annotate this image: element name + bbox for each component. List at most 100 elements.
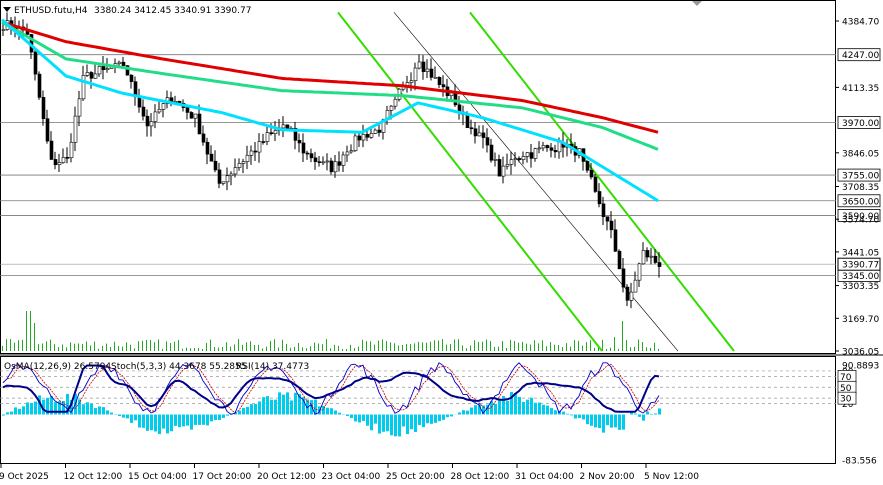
- price-axis: 4247.00 3970.00 3755.00 3650.00 3590.00 3345.…: [835, 18, 881, 358]
- osma-bar: [570, 414, 573, 416]
- volume-bar: [230, 346, 231, 351]
- volume-bar: [322, 344, 323, 351]
- volume-bar: [406, 344, 407, 351]
- candle-body: [89, 72, 94, 79]
- candle-body: [77, 98, 82, 117]
- candle-body: [605, 216, 610, 222]
- volume-bar: [106, 343, 107, 351]
- candle-body: [469, 127, 474, 130]
- volume-bar: [462, 345, 463, 351]
- volume-bar: [82, 343, 83, 351]
- moving-averages: [1, 18, 659, 203]
- candle-body: [49, 140, 54, 160]
- volume-bar: [570, 346, 571, 351]
- osma-bar: [106, 410, 109, 415]
- candle-body: [117, 61, 122, 64]
- volume-bar: [286, 343, 287, 351]
- volume-bar: [558, 345, 559, 351]
- candle-body: [129, 74, 134, 82]
- candle-body: [533, 148, 538, 159]
- volume-bar: [94, 341, 95, 351]
- osma-bar: [58, 401, 61, 415]
- osma-bar: [210, 414, 213, 422]
- osma-bar: [50, 396, 53, 415]
- volume-bar: [294, 346, 295, 351]
- volume-bar: [306, 348, 307, 351]
- candle-body: [73, 115, 78, 143]
- time-tick-label: 31 Oct 04:00: [515, 472, 574, 482]
- osma-bar: [494, 403, 497, 415]
- volume-bar: [634, 346, 635, 351]
- osma-bar: [2, 414, 5, 416]
- osma-bar: [350, 414, 353, 419]
- volume-bar: [418, 341, 419, 351]
- volume-bar: [486, 339, 487, 351]
- volume-bar: [358, 346, 359, 351]
- volume-bar: [2, 345, 3, 351]
- volume-bar: [362, 339, 363, 351]
- volume-bar: [62, 344, 63, 351]
- osma-bar: [290, 400, 293, 415]
- volume-bar: [518, 342, 519, 351]
- candle-body: [121, 61, 126, 66]
- osma-bar: [242, 407, 245, 415]
- volume-bar: [102, 346, 103, 351]
- level-box: [837, 168, 881, 182]
- volume-bar: [202, 348, 203, 351]
- volume-bar: [90, 345, 91, 351]
- osma-bar: [98, 406, 101, 415]
- osma-bar: [282, 394, 285, 415]
- osma-bar: [478, 403, 481, 415]
- osma-bar: [474, 405, 477, 415]
- volume-bar: [658, 348, 659, 351]
- symbol-arrow-icon[interactable]: [3, 7, 11, 12]
- osma-bar: [62, 401, 65, 415]
- candle-body: [333, 161, 338, 173]
- candle-body: [93, 73, 98, 79]
- rsi-line: [2, 364, 660, 413]
- volume-bar: [266, 346, 267, 351]
- osma-bar: [90, 403, 93, 415]
- osma-bar: [538, 402, 541, 415]
- candle-body: [553, 150, 558, 153]
- time-tick-label: 20 Oct 12:00: [257, 472, 316, 482]
- osma-bar: [270, 399, 273, 415]
- candle-body: [353, 135, 358, 151]
- candle-body: [489, 144, 494, 161]
- osma-bar: [586, 414, 589, 425]
- volume-bar: [630, 347, 631, 351]
- price-tick-label: 3846.05: [842, 149, 879, 159]
- osma-bar: [182, 414, 185, 427]
- volume-bar: [50, 339, 51, 351]
- indicator-level-label: 70: [840, 373, 852, 383]
- indicator-tick-label: 20: [842, 400, 854, 410]
- osma-bar: [82, 404, 85, 415]
- volume-bar: [58, 347, 59, 351]
- osma-bar: [162, 414, 165, 429]
- volume-bar: [338, 345, 339, 351]
- osma-bar: [186, 414, 189, 426]
- candle-body: [341, 154, 346, 166]
- osma-bar: [250, 404, 253, 415]
- osma-bar: [202, 414, 205, 425]
- candle-body: [321, 161, 326, 164]
- volume-bar: [522, 341, 523, 351]
- candle-body: [53, 159, 58, 166]
- candle-body: [309, 153, 314, 159]
- indicator-frame: [0, 356, 836, 464]
- osma-bar: [598, 414, 601, 429]
- candle-body: [441, 84, 446, 88]
- osma-bar: [138, 414, 141, 428]
- scroll-marker-icon[interactable]: [692, 1, 702, 6]
- osma-bar: [166, 414, 169, 434]
- time-tick-label: 9 Oct 2025: [0, 472, 49, 482]
- candle-body: [437, 77, 442, 85]
- volume-bar: [146, 339, 147, 351]
- volume-bar: [566, 343, 567, 351]
- osma-bar: [194, 414, 197, 425]
- volume-bar: [346, 348, 347, 351]
- osma-bar: [410, 414, 413, 430]
- osma-bar: [38, 395, 41, 415]
- candle-body: [641, 250, 646, 265]
